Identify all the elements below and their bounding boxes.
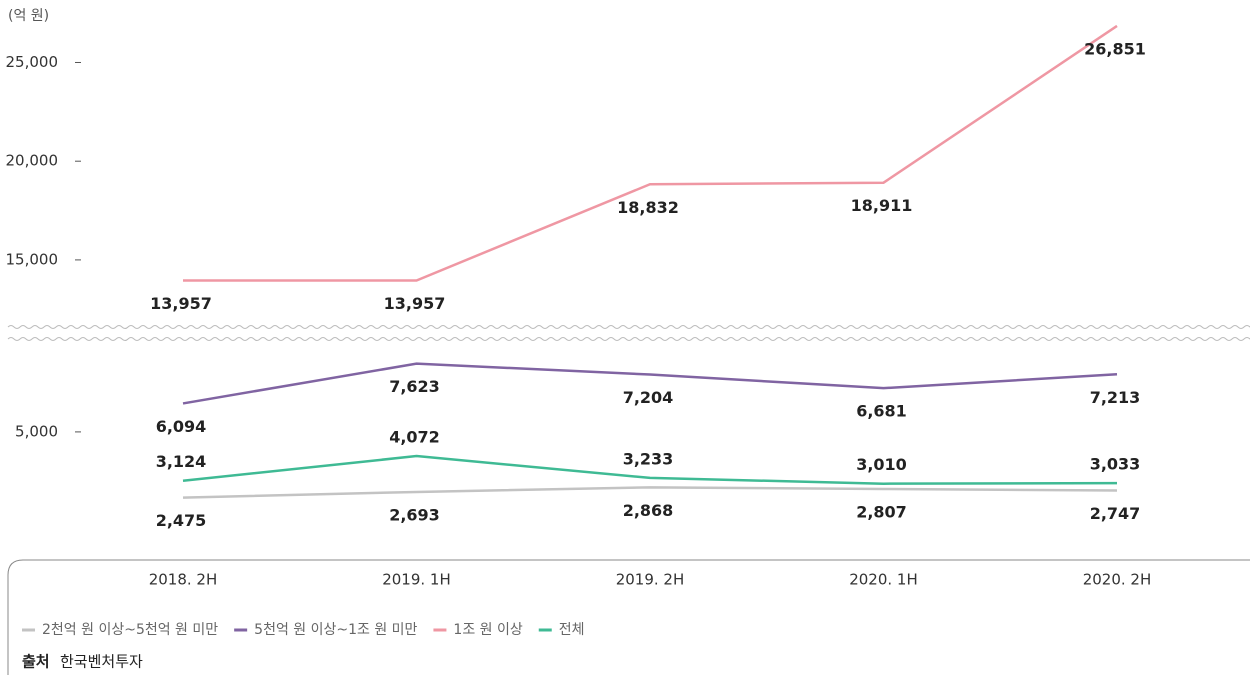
y-tick-label: 5,000: [15, 422, 58, 440]
data-label: 3,010: [856, 455, 907, 474]
series-line: [182, 486, 1118, 499]
data-label: 7,623: [389, 377, 440, 396]
axis-break: [7, 325, 1250, 341]
data-label: 2,868: [623, 501, 674, 520]
frame: [7, 559, 1250, 675]
data-label: 18,911: [851, 196, 913, 215]
legend-label: 전체: [559, 622, 585, 638]
data-label: 18,832: [617, 198, 679, 217]
x-tick-label: 2019. 2H: [616, 571, 685, 589]
source-label: 출처: [22, 653, 50, 671]
y-tick-label: 25,000: [6, 53, 59, 71]
data-label: 26,851: [1084, 39, 1146, 58]
data-label: 3,233: [623, 449, 674, 468]
data-label: 13,957: [384, 294, 446, 313]
series-line: [183, 24, 1118, 282]
source: 한국벤처투자: [60, 653, 143, 671]
x-tick-label: 2020. 1H: [849, 571, 918, 589]
data-label: 7,204: [623, 388, 674, 407]
x-tick-label: 2018. 2H: [149, 571, 218, 589]
legend-label: 1조 원 이상: [453, 622, 522, 638]
data-label: 3,033: [1090, 455, 1141, 474]
data-label: 7,213: [1090, 388, 1141, 407]
data-label: 13,957: [150, 294, 212, 313]
data-label: 2,693: [389, 505, 440, 524]
y-tick-label: 20,000: [6, 152, 59, 170]
y-axis-label: (억 원): [8, 8, 49, 24]
data-label: 2,807: [856, 502, 907, 521]
x-tick-label: 2019. 1H: [382, 571, 451, 589]
data-label: 4,072: [389, 428, 440, 447]
data-label: 6,094: [156, 417, 207, 436]
break-wave: [7, 325, 1250, 329]
y-tick-label: 15,000: [6, 250, 59, 268]
x-tick-label: 2020. 2H: [1083, 571, 1152, 589]
series-line: [182, 454, 1118, 485]
legend-label: 5천억 원 이상~1조 원 미만: [254, 622, 417, 638]
series-line: [182, 362, 1118, 405]
data-label: 2,475: [156, 511, 207, 530]
legend-label: 2천억 원 이상~5천억 원 미만: [42, 622, 218, 638]
break-wave: [7, 337, 1250, 341]
data-label: 6,681: [856, 402, 907, 421]
data-label: 3,124: [156, 452, 207, 471]
data-label: 2,747: [1090, 504, 1141, 523]
